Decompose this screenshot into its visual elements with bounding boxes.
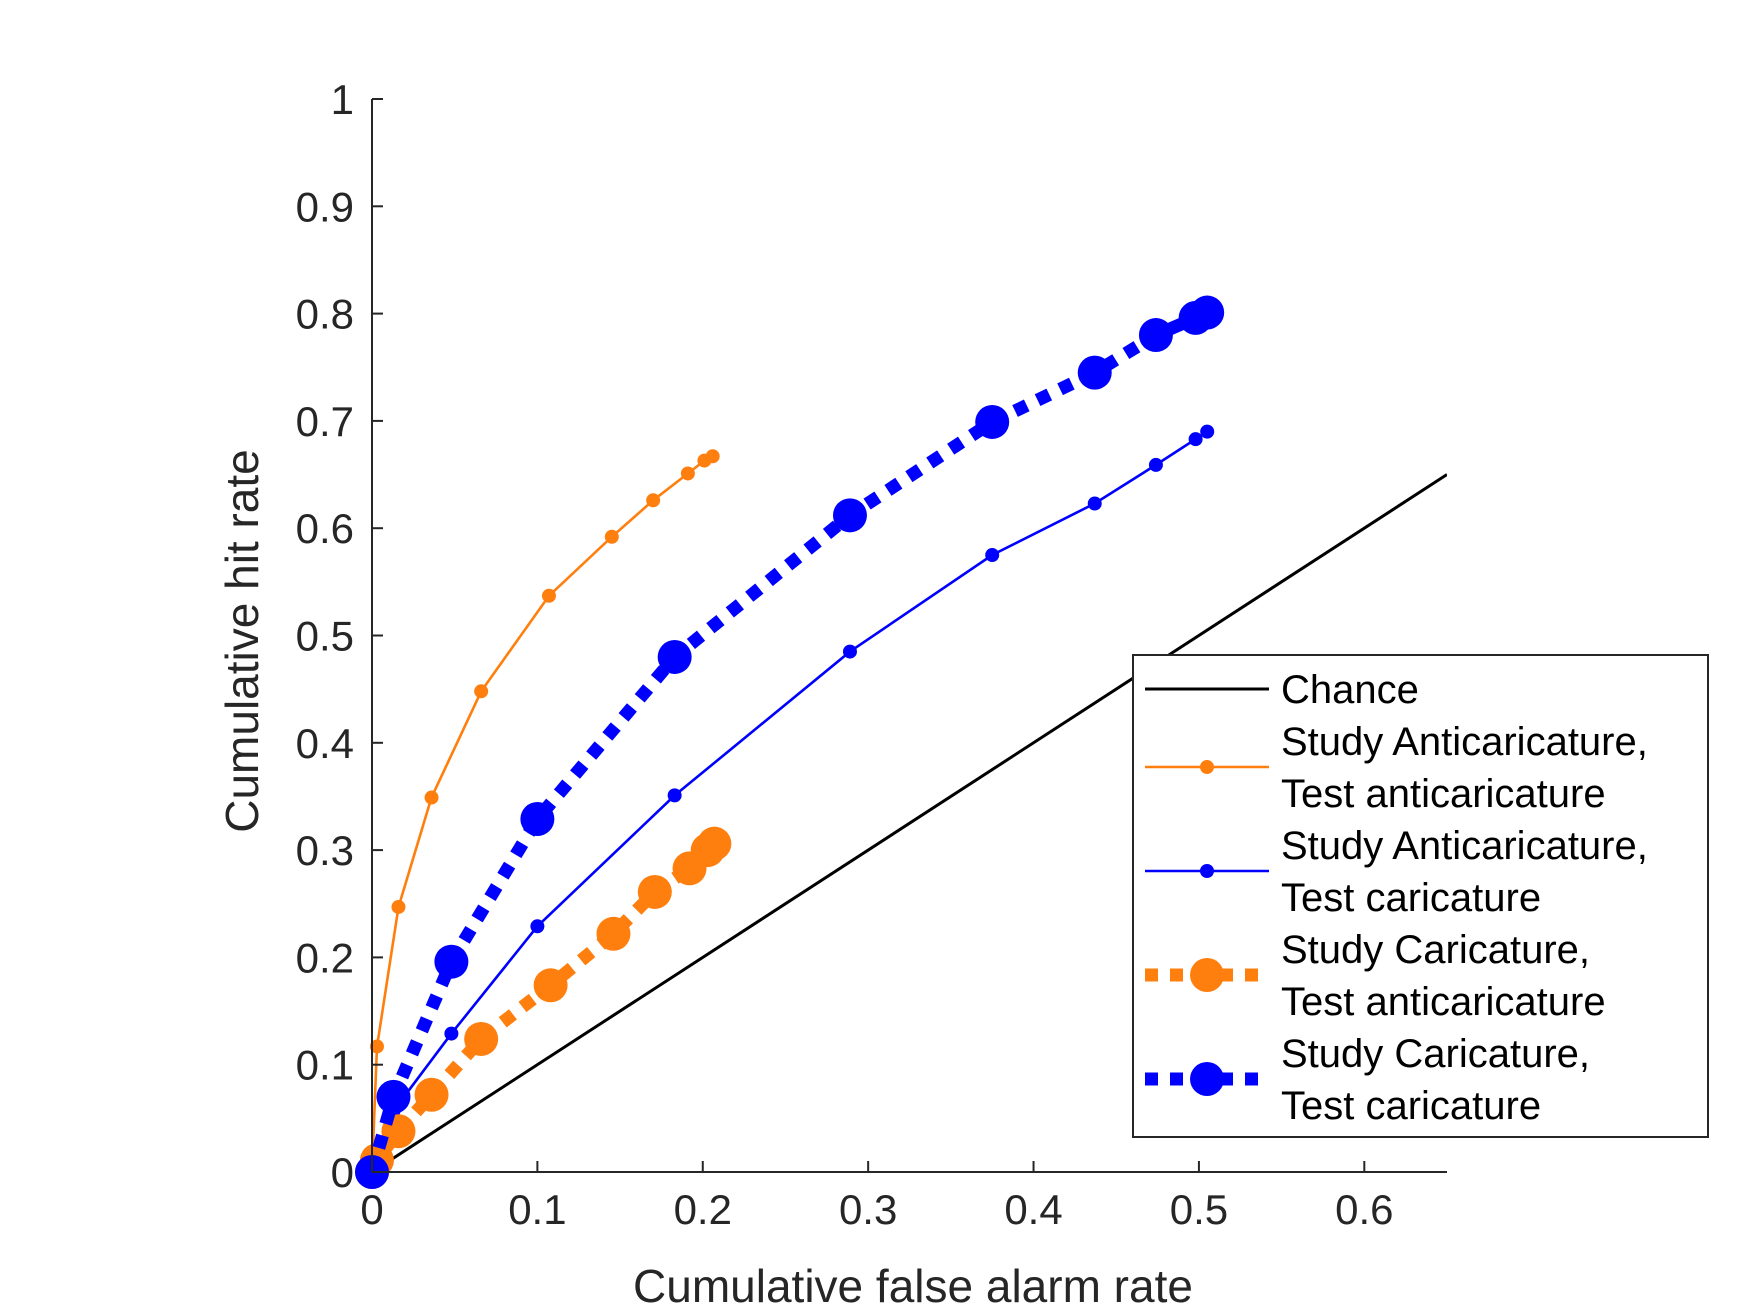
data-point-study-anticaricature-test-caricature-10 [1200, 424, 1215, 439]
x-axis-label: Cumulative false alarm rate [633, 1260, 1193, 1312]
y-tick-label-8: 0.8 [296, 291, 354, 338]
legend-label-study-anticaricature-test-caricature-0: Study Anticaricature, [1281, 824, 1648, 868]
data-point-study-caricature-test-caricature-2 [434, 944, 469, 979]
x-tick-label-0: 0 [360, 1186, 383, 1233]
x-tick-label-4: 0.4 [1004, 1186, 1062, 1233]
series-study-caricature-test-caricature [355, 295, 1225, 1189]
legend-label-study-anticaricature-test-caricature-1: Test caricature [1281, 876, 1541, 920]
y-tick-label-1: 0.1 [296, 1042, 354, 1089]
data-point-study-anticaricature-test-anticaricature-6 [604, 529, 619, 544]
y-tick-label-3: 0.3 [296, 827, 354, 874]
y-tick-label-4: 0.4 [296, 720, 354, 767]
legend-label-study-caricature-test-anticaricature-1: Test anticaricature [1281, 980, 1606, 1024]
data-point-study-caricature-test-caricature-5 [832, 498, 867, 533]
legend-box [1132, 654, 1709, 1138]
data-point-study-caricature-test-caricature-6 [975, 404, 1010, 439]
data-point-study-anticaricature-test-caricature-5 [842, 644, 857, 659]
data-point-study-caricature-test-anticaricature-6 [596, 916, 631, 951]
x-tick-label-1: 0.1 [508, 1186, 566, 1233]
data-point-study-anticaricature-test-caricature-6 [985, 548, 1000, 563]
legend-entry-study-caricature-test-caricature: Study Caricature, Test caricature [1145, 1032, 1590, 1128]
data-point-study-caricature-test-caricature-4 [657, 639, 692, 674]
x-tick-label-3: 0.3 [839, 1186, 897, 1233]
data-point-study-caricature-test-caricature-3 [520, 801, 555, 836]
legend-swatch-marker-study-anticaricature-test-caricature [1200, 864, 1214, 878]
data-point-study-caricature-test-anticaricature-5 [533, 968, 568, 1003]
data-point-study-caricature-test-anticaricature-3 [414, 1077, 449, 1112]
legend-entry-chance: Chance [1145, 668, 1419, 712]
y-tick-label-10: 1 [331, 76, 354, 123]
legend-label-chance-0: Chance [1281, 668, 1419, 712]
axes: 0 0.1 0.2 0.3 0.4 0.5 0.6 0 0.1 0.2 0.3 0.4 0.5 0.6 0.… [296, 76, 1447, 1233]
data-point-study-anticaricature-test-anticaricature-4 [474, 684, 489, 699]
legend-label-study-caricature-test-caricature-0: Study Caricature, [1281, 1032, 1590, 1076]
plot-area [355, 295, 1447, 1189]
y-axis-label: Cumulative hit rate [216, 449, 268, 833]
data-point-study-caricature-test-caricature-7 [1077, 355, 1112, 390]
data-point-study-anticaricature-test-anticaricature-7 [646, 493, 661, 508]
data-point-study-caricature-test-caricature-10 [1190, 295, 1225, 330]
series-study-caricature-test-anticaricature [355, 826, 732, 1189]
legend-label-study-anticaricature-test-anticaricature-1: Test anticaricature [1281, 772, 1606, 816]
y-tick-label-0: 0 [331, 1149, 354, 1196]
data-point-study-anticaricature-test-caricature-7 [1087, 496, 1102, 511]
data-point-study-caricature-test-caricature-8 [1138, 318, 1173, 353]
data-point-study-anticaricature-test-caricature-3 [530, 919, 545, 934]
legend-label-study-anticaricature-test-anticaricature-0: Study Anticaricature, [1281, 720, 1648, 764]
legend-label-study-caricature-test-anticaricature-0: Study Caricature, [1281, 928, 1590, 972]
data-point-study-anticaricature-test-anticaricature-2 [391, 899, 406, 914]
y-tick-label-9: 0.9 [296, 183, 354, 230]
legend-swatch-marker-study-caricature-test-caricature [1190, 1062, 1224, 1096]
x-tick-label-2: 0.2 [674, 1186, 732, 1233]
series-line-chance [371, 473, 1447, 1174]
data-point-study-caricature-test-caricature-1 [376, 1079, 411, 1114]
data-point-study-anticaricature-test-caricature-8 [1148, 457, 1163, 472]
series-study-anticaricature-test-caricature [365, 424, 1215, 1179]
x-tick-label-5: 0.5 [1170, 1186, 1228, 1233]
data-point-study-anticaricature-test-anticaricature-10 [705, 449, 720, 464]
series-chance [371, 473, 1447, 1174]
data-point-study-anticaricature-test-anticaricature-5 [541, 588, 556, 603]
legend-entry-study-anticaricature-test-caricature: Study Anticaricature, Test caricature [1145, 824, 1648, 920]
data-point-study-caricature-test-anticaricature-4 [464, 1021, 499, 1056]
data-point-study-anticaricature-test-anticaricature-8 [680, 466, 695, 481]
series-line-study-anticaricature-test-caricature [370, 430, 1208, 1173]
legend-entry-study-anticaricature-test-anticaricature: Study Anticaricature, Test anticaricature [1145, 720, 1648, 816]
data-point-study-anticaricature-test-anticaricature-1 [369, 1039, 384, 1054]
y-tick-label-2: 0.2 [296, 934, 354, 981]
data-point-study-anticaricature-test-anticaricature-3 [424, 790, 439, 805]
data-point-study-caricature-test-anticaricature-10 [697, 826, 732, 861]
legend: Chance Study Anticaricature, Test anticari… [1132, 654, 1709, 1138]
data-point-study-anticaricature-test-caricature-4 [667, 788, 682, 803]
legend-entry-study-caricature-test-anticaricature: Study Caricature, Test anticaricature [1145, 928, 1606, 1024]
legend-swatch-marker-study-caricature-test-anticaricature [1190, 958, 1224, 992]
data-point-study-caricature-test-anticaricature-7 [637, 874, 672, 909]
data-point-study-anticaricature-test-caricature-9 [1188, 432, 1203, 447]
y-tick-label-7: 0.7 [296, 398, 354, 445]
data-point-study-anticaricature-test-caricature-2 [444, 1026, 459, 1041]
y-tick-label-5: 0.5 [296, 613, 354, 660]
series-study-anticaricature-test-anticaricature [365, 449, 720, 1179]
x-tick-label-6: 0.6 [1335, 1186, 1393, 1233]
y-tick-label-6: 0.6 [296, 505, 354, 552]
legend-label-study-caricature-test-caricature-1: Test caricature [1281, 1084, 1541, 1128]
legend-swatch-marker-study-anticaricature-test-anticaricature [1200, 760, 1214, 774]
